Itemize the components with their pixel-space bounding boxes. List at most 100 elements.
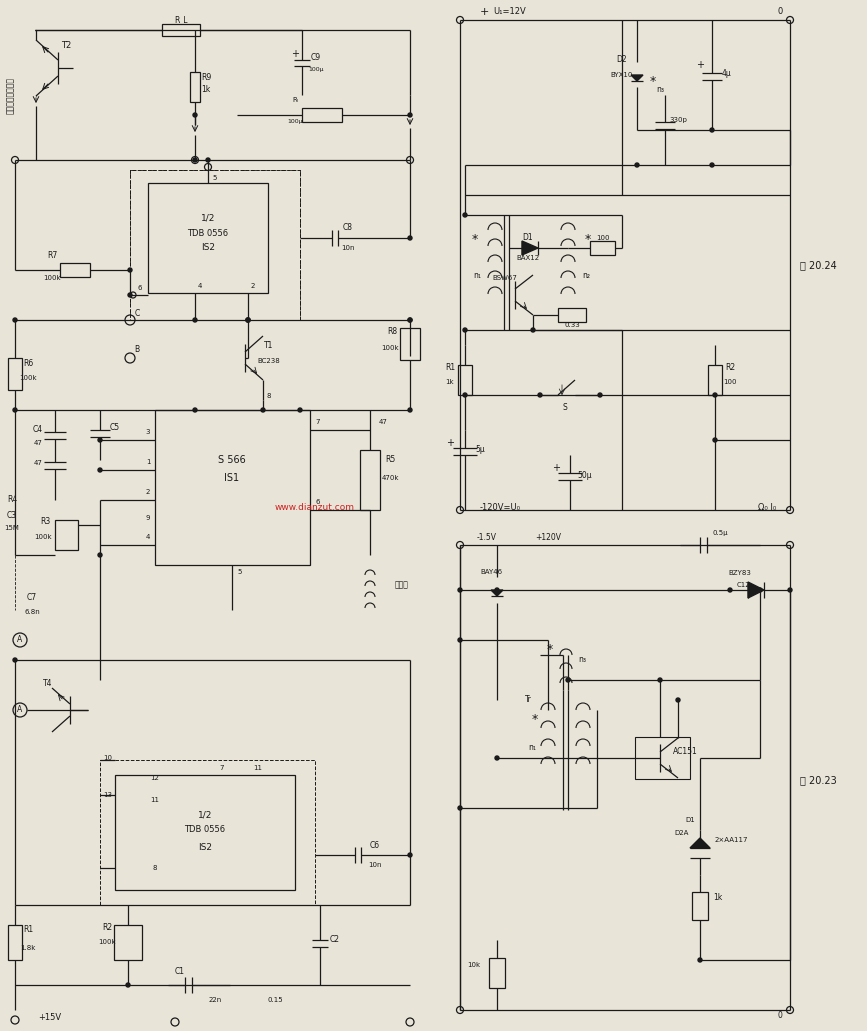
Text: A: A (17, 635, 23, 644)
Text: TDB 0556: TDB 0556 (185, 826, 225, 834)
Text: BSW67: BSW67 (492, 275, 518, 281)
Text: 0: 0 (778, 1010, 782, 1020)
Text: R1: R1 (445, 364, 455, 372)
Text: R2: R2 (725, 364, 735, 372)
Text: 10k: 10k (467, 962, 480, 968)
Text: 7: 7 (316, 419, 320, 425)
Bar (558, 308, 586, 322)
Text: 5: 5 (238, 569, 242, 575)
Bar (302, 108, 342, 122)
Text: D2A: D2A (675, 830, 689, 836)
Circle shape (788, 588, 792, 592)
Text: AC151: AC151 (673, 747, 697, 757)
Circle shape (98, 553, 102, 557)
Text: D1: D1 (523, 233, 533, 242)
Circle shape (538, 393, 542, 397)
Circle shape (408, 408, 412, 412)
Text: 330p: 330p (669, 117, 687, 123)
Circle shape (458, 588, 462, 592)
Circle shape (458, 638, 462, 642)
Circle shape (193, 408, 197, 412)
Circle shape (495, 756, 499, 760)
Text: Ω₀ I₀: Ω₀ I₀ (758, 503, 776, 512)
Text: 47: 47 (34, 440, 42, 446)
Text: R9: R9 (201, 73, 212, 82)
Text: 图 20.23: 图 20.23 (800, 775, 837, 785)
Text: 7: 7 (219, 765, 225, 771)
Text: *: * (547, 643, 553, 657)
Circle shape (13, 408, 17, 412)
Circle shape (246, 318, 250, 322)
Text: 11: 11 (151, 797, 160, 803)
Text: 1/2: 1/2 (201, 213, 215, 223)
Text: 2×AA117: 2×AA117 (715, 837, 748, 843)
Circle shape (128, 268, 132, 272)
Text: C1: C1 (175, 967, 185, 976)
Circle shape (408, 318, 412, 322)
Text: 4μ: 4μ (722, 68, 732, 77)
Polygon shape (631, 75, 643, 81)
Bar (458, 365, 472, 395)
Text: BAY46: BAY46 (480, 569, 502, 575)
Text: C9: C9 (311, 54, 321, 63)
Text: 6: 6 (138, 285, 142, 291)
Text: 50μ: 50μ (577, 470, 592, 479)
Circle shape (463, 328, 467, 332)
Circle shape (463, 393, 467, 397)
Text: C3: C3 (7, 510, 17, 520)
Circle shape (531, 328, 535, 332)
Text: 0.33: 0.33 (564, 322, 580, 328)
Bar (130, 170, 300, 320)
Text: R1: R1 (23, 926, 33, 934)
Bar (708, 365, 722, 395)
Circle shape (13, 658, 17, 662)
Circle shape (408, 853, 412, 857)
Text: n₁: n₁ (473, 270, 481, 279)
Circle shape (408, 113, 412, 117)
Circle shape (710, 163, 714, 167)
Text: 470k: 470k (381, 475, 399, 481)
Text: 10n: 10n (342, 245, 355, 251)
Circle shape (698, 958, 702, 962)
Text: C6: C6 (370, 840, 380, 850)
Text: 0: 0 (778, 7, 783, 16)
Text: R4: R4 (7, 496, 17, 504)
Bar (360, 450, 380, 510)
Circle shape (246, 318, 250, 322)
Text: 8: 8 (267, 393, 271, 399)
Bar (60, 263, 90, 277)
Text: 5: 5 (212, 175, 218, 181)
Text: 100k: 100k (43, 275, 61, 281)
Bar (8, 925, 22, 960)
Text: 100: 100 (596, 235, 610, 241)
Circle shape (193, 158, 197, 162)
Text: 图 20.24: 图 20.24 (800, 260, 837, 270)
Text: +: + (291, 49, 299, 59)
Text: 5μ: 5μ (475, 445, 485, 455)
Text: +: + (446, 438, 454, 448)
Text: 0.15: 0.15 (267, 997, 283, 1003)
Circle shape (758, 588, 762, 592)
Text: *: * (585, 233, 591, 246)
Bar (590, 241, 615, 255)
Text: +120V: +120V (535, 532, 561, 541)
Text: D2: D2 (616, 56, 628, 65)
Bar (190, 72, 200, 102)
Circle shape (728, 588, 732, 592)
Bar (114, 925, 142, 960)
Text: +: + (480, 7, 489, 16)
Text: R_L: R_L (174, 15, 188, 25)
Circle shape (298, 408, 302, 412)
Text: +15V: +15V (38, 1013, 62, 1023)
Polygon shape (748, 583, 764, 598)
Circle shape (13, 318, 17, 322)
Text: BZY83: BZY83 (728, 570, 752, 576)
Text: R6: R6 (23, 359, 33, 367)
Text: -1.5V: -1.5V (477, 532, 497, 541)
Text: 15M: 15M (4, 525, 19, 531)
Text: T4: T4 (43, 679, 53, 689)
Text: C5: C5 (110, 424, 120, 432)
Text: 10n: 10n (368, 862, 381, 868)
Text: T1: T1 (264, 341, 274, 351)
Polygon shape (690, 838, 710, 849)
